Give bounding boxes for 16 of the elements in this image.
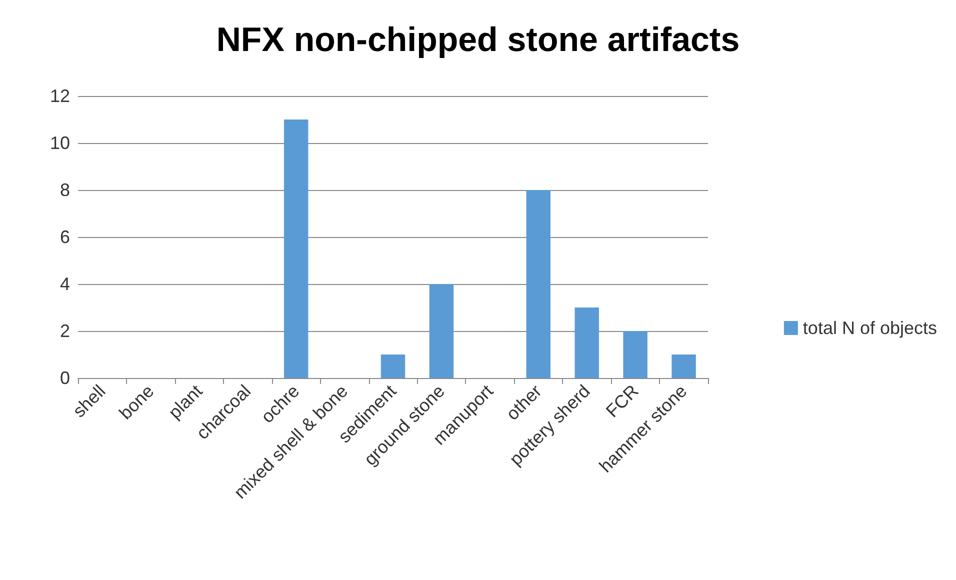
bar [672, 354, 696, 378]
bar [380, 354, 406, 378]
bar [284, 120, 308, 378]
bar [526, 190, 550, 378]
bar [623, 331, 648, 378]
legend-label: total N of objects [802, 318, 938, 338]
chart-title: NFX non-chipped stone artifacts [216, 21, 740, 59]
y-tick-label: 2 [60, 321, 70, 341]
y-tick-label: 12 [50, 86, 70, 106]
y-tick-label: 4 [60, 274, 70, 294]
bar [574, 308, 599, 378]
y-tick-label: 6 [60, 227, 70, 247]
bar [429, 284, 454, 378]
y-tick-label: 8 [60, 180, 70, 200]
y-tick-label: 0 [60, 368, 70, 388]
y-tick-label: 10 [50, 133, 70, 153]
